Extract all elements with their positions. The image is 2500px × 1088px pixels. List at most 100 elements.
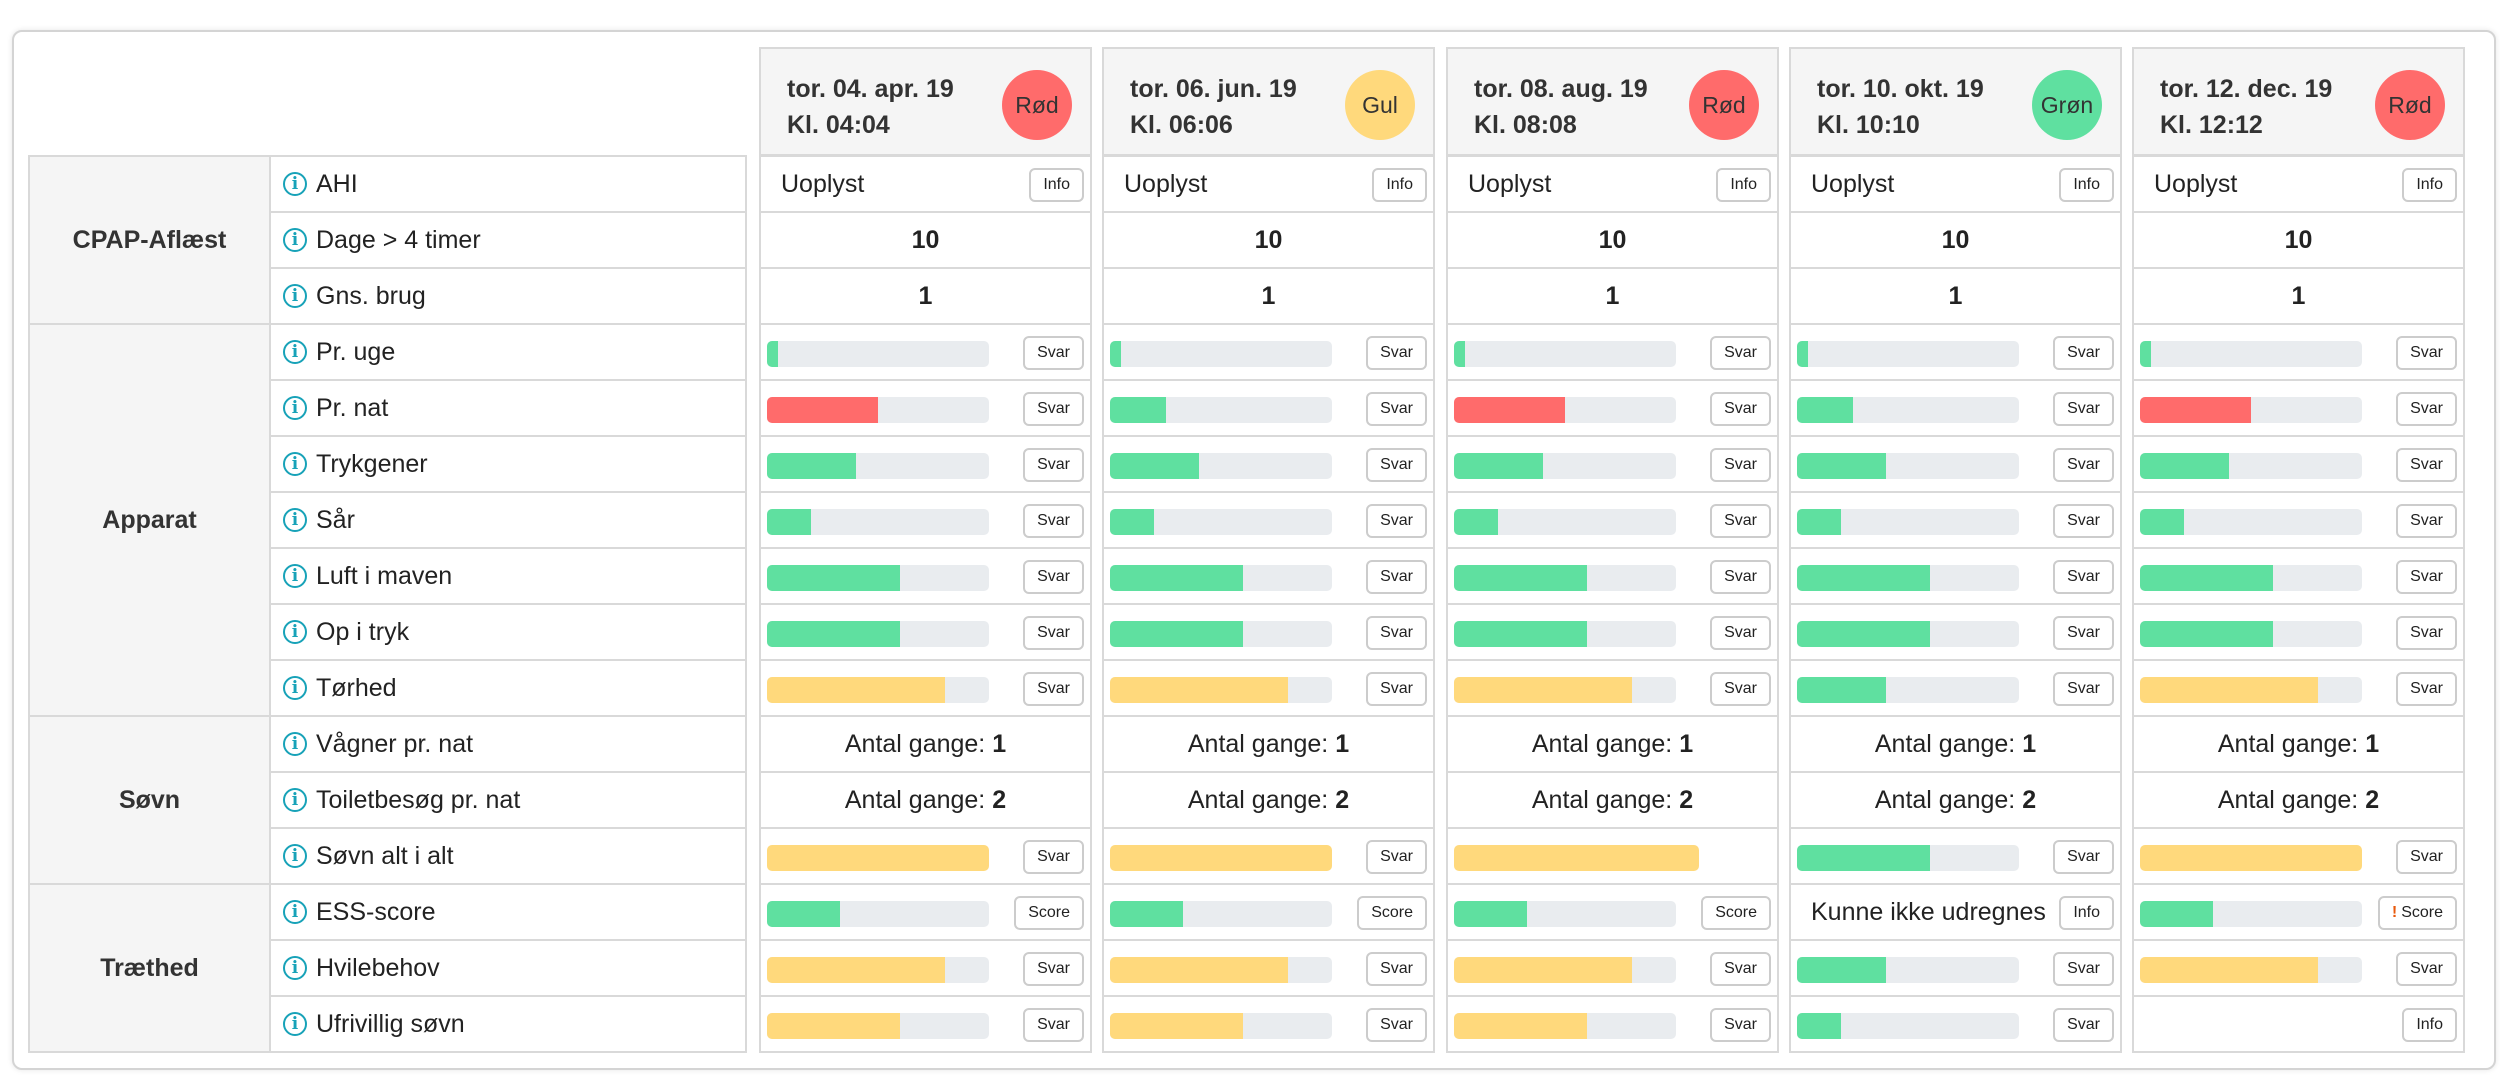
row-label-text: ESS-score <box>316 897 436 926</box>
svar-button[interactable]: Svar <box>1366 1008 1427 1042</box>
score-button[interactable]: ! Score <box>2377 896 2457 930</box>
svar-button[interactable]: Svar <box>2396 952 2457 986</box>
row-label-hvilebehov: i Hvilebehov <box>269 939 747 997</box>
info-button[interactable]: Info <box>2059 168 2114 202</box>
info-icon[interactable]: i <box>283 564 307 588</box>
svar-button[interactable]: Svar <box>1023 392 1084 426</box>
svar-button[interactable]: Svar <box>2396 616 2457 650</box>
rating-bar <box>767 341 989 367</box>
cell-op-i-tryk: Svar <box>759 603 1092 661</box>
info-button[interactable]: Info <box>2402 1008 2457 1042</box>
svar-button[interactable]: Svar <box>1366 504 1427 538</box>
count-number: 2 <box>992 785 1007 814</box>
svar-button[interactable]: Svar <box>2396 504 2457 538</box>
info-button[interactable]: Info <box>1372 168 1427 202</box>
svar-button[interactable]: Svar <box>1023 1008 1084 1042</box>
info-icon[interactable]: i <box>283 1012 307 1036</box>
svar-button[interactable]: Svar <box>1366 952 1427 986</box>
svar-button[interactable]: Svar <box>1710 952 1771 986</box>
svar-button[interactable]: Svar <box>2053 672 2114 706</box>
svar-button[interactable]: Svar <box>1366 560 1427 594</box>
svar-button[interactable]: Svar <box>1710 448 1771 482</box>
rating-bar-fill <box>767 957 945 983</box>
cell-luft-i-maven: Svar <box>2132 547 2465 605</box>
svar-button[interactable]: Svar <box>1710 560 1771 594</box>
info-icon[interactable]: i <box>283 732 307 756</box>
svar-button[interactable]: Svar <box>1710 392 1771 426</box>
svar-button[interactable]: Svar <box>1366 672 1427 706</box>
cell-value: 1 <box>1605 281 1620 310</box>
button-label: Svar <box>2067 1016 2100 1033</box>
rating-bar <box>1797 621 2019 647</box>
button-label: Svar <box>1724 456 1757 473</box>
info-icon[interactable]: i <box>283 228 307 252</box>
row-label-ahi: i AHI <box>269 155 747 213</box>
info-icon[interactable]: i <box>283 844 307 868</box>
info-icon[interactable]: i <box>283 284 307 308</box>
info-icon[interactable]: i <box>283 956 307 980</box>
svar-button[interactable]: Svar <box>1366 448 1427 482</box>
info-icon[interactable]: i <box>283 508 307 532</box>
rating-bar-fill <box>1454 677 1632 703</box>
svar-button[interactable]: Svar <box>1023 448 1084 482</box>
rating-bar-fill <box>1454 341 1466 367</box>
rating-bar-fill <box>1797 509 1842 535</box>
info-icon[interactable]: i <box>283 452 307 476</box>
info-icon[interactable]: i <box>283 620 307 644</box>
info-icon[interactable]: i <box>283 676 307 700</box>
svar-button[interactable]: Svar <box>1023 336 1084 370</box>
svar-button[interactable]: Svar <box>2053 504 2114 538</box>
button-label: Svar <box>2067 680 2100 697</box>
score-button[interactable]: Score <box>1014 896 1084 930</box>
svar-button[interactable]: Svar <box>1023 504 1084 538</box>
button-label: Svar <box>1037 512 1070 529</box>
svar-button[interactable]: Svar <box>2053 616 2114 650</box>
svar-button[interactable]: Svar <box>1710 336 1771 370</box>
svar-button[interactable]: Svar <box>2053 336 2114 370</box>
rating-bar <box>1110 957 1332 983</box>
svar-button[interactable]: Svar <box>2396 336 2457 370</box>
svar-button[interactable]: Svar <box>2053 560 2114 594</box>
info-icon[interactable]: i <box>283 788 307 812</box>
info-icon[interactable]: i <box>283 396 307 420</box>
svar-button[interactable]: Svar <box>2396 840 2457 874</box>
svar-button[interactable]: Svar <box>2053 840 2114 874</box>
svar-button[interactable]: Svar <box>1710 672 1771 706</box>
svar-button[interactable]: Svar <box>2053 448 2114 482</box>
info-icon[interactable]: i <box>283 172 307 196</box>
svar-button[interactable]: Svar <box>1366 616 1427 650</box>
svar-button[interactable]: Svar <box>1710 1008 1771 1042</box>
rating-bar-fill <box>767 341 779 367</box>
svar-button[interactable]: Svar <box>1023 616 1084 650</box>
svar-button[interactable]: Svar <box>2396 448 2457 482</box>
info-button[interactable]: Info <box>2402 168 2457 202</box>
svar-button[interactable]: Svar <box>1710 504 1771 538</box>
svar-button[interactable]: Svar <box>1366 840 1427 874</box>
svar-button[interactable]: Svar <box>1710 616 1771 650</box>
svar-button[interactable]: Svar <box>1366 392 1427 426</box>
svar-button[interactable]: Svar <box>2053 392 2114 426</box>
cell-soevn-alt-i-alt <box>1446 827 1779 885</box>
cell-soevn-alt-i-alt: Svar <box>1789 827 2122 885</box>
assessment-time: Kl. 06:06 <box>1130 111 1233 139</box>
svar-button[interactable]: Svar <box>1023 672 1084 706</box>
info-icon[interactable]: i <box>283 900 307 924</box>
svar-button[interactable]: Svar <box>2396 392 2457 426</box>
svar-button[interactable]: Svar <box>2396 560 2457 594</box>
svar-button[interactable]: Svar <box>1366 336 1427 370</box>
score-button[interactable]: Score <box>1701 896 1771 930</box>
svar-button[interactable]: Svar <box>1023 840 1084 874</box>
info-button[interactable]: Info <box>1716 168 1771 202</box>
score-button[interactable]: Score <box>1357 896 1427 930</box>
svar-button[interactable]: Svar <box>1023 952 1084 986</box>
rating-bar-fill <box>767 621 901 647</box>
info-icon[interactable]: i <box>283 340 307 364</box>
info-button[interactable]: Info <box>2059 896 2114 930</box>
info-button[interactable]: Info <box>1029 168 1084 202</box>
svar-button[interactable]: Svar <box>2396 672 2457 706</box>
svar-button[interactable]: Svar <box>2053 952 2114 986</box>
svar-button[interactable]: Svar <box>2053 1008 2114 1042</box>
rating-bar-fill <box>2140 509 2185 535</box>
cell-toiletbesoeg-pr-nat: Antal gange: 2 <box>1789 771 2122 829</box>
svar-button[interactable]: Svar <box>1023 560 1084 594</box>
